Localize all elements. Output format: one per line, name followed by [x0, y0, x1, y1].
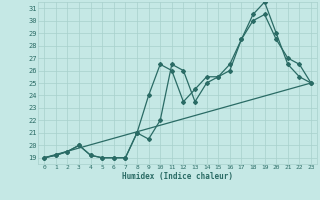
X-axis label: Humidex (Indice chaleur): Humidex (Indice chaleur): [122, 172, 233, 181]
